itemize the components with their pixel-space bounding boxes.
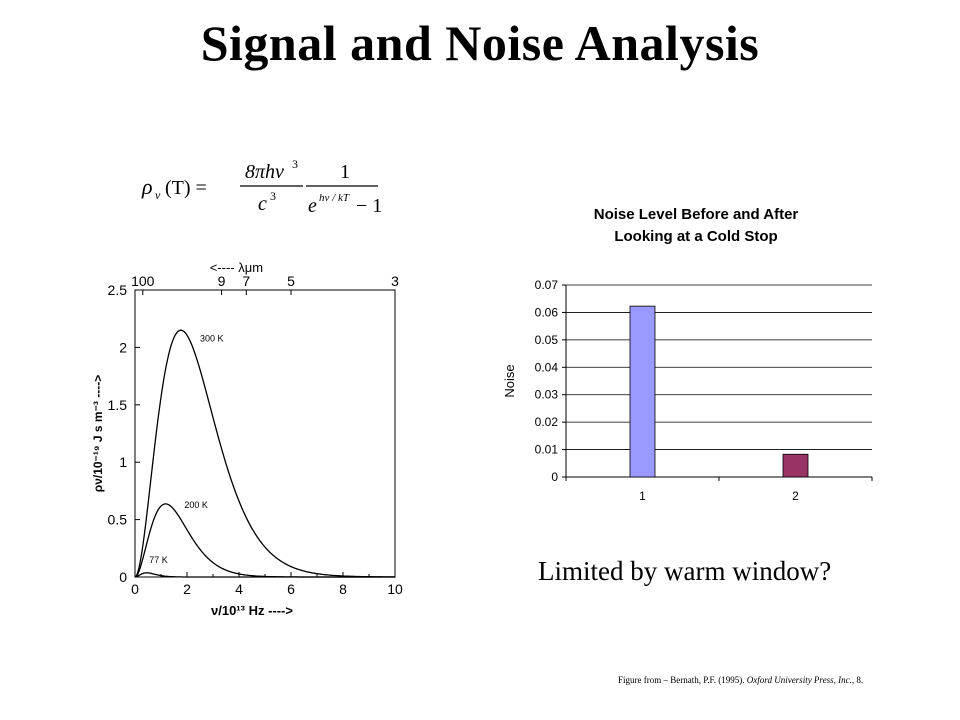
formula-num2: 1: [340, 161, 350, 183]
formula-num1: 8πhν: [245, 161, 284, 183]
blackbody-x-tick-label: 8: [339, 581, 347, 597]
slide-title: Signal and Noise Analysis: [200, 15, 760, 71]
blackbody-chart: <---- λμm ν/10¹³ Hz ----> ρν/10⁻¹⁹ J s m…: [80, 255, 420, 625]
blackbody-y-tick-label: 2: [119, 339, 127, 355]
blackbody-curve-300k: [134, 329, 395, 578]
slide-caption: Limited by warm window?: [538, 556, 832, 586]
noise-x-tick-label: 1: [639, 489, 646, 503]
noise-x-tick-label: 2: [792, 489, 799, 503]
formula-lhs: ρ: [141, 174, 153, 199]
noise-y-tick-label: 0.04: [535, 360, 559, 374]
blackbody-x-tick-label: 10: [387, 581, 403, 597]
noise-y-tick-label: 0.03: [535, 388, 559, 402]
blackbody-y-tick-label: 1: [119, 454, 127, 470]
blackbody-curve-200k: [134, 503, 395, 578]
formula-lhs-arg: (T) =: [165, 177, 207, 199]
noise-y-tick-label: 0: [551, 470, 558, 484]
blackbody-y-axis-label: ρν/10⁻¹⁹ J s m⁻³ ---->: [91, 375, 105, 492]
planck-formula-svg: ρ ν (T) = 8πhν 3 c 3 1 e hν / kT − 1: [141, 157, 382, 217]
blackbody-series-label: 77 K: [149, 555, 168, 565]
blackbody-x-tick-label: 2: [183, 581, 191, 597]
blackbody-chart-svg: <---- λμm ν/10¹³ Hz ----> ρν/10⁻¹⁹ J s m…: [91, 260, 403, 618]
blackbody-series-label: 200 K: [184, 500, 208, 510]
blackbody-top-tick-label: 100: [131, 273, 155, 289]
formula-den2-tail: − 1: [356, 195, 382, 217]
noise-y-tick-label: 0.07: [535, 278, 559, 292]
noise-y-tick-label: 0.05: [535, 333, 559, 347]
noise-bar: [629, 305, 656, 478]
blackbody-x-axis-label: ν/10¹³ Hz ---->: [211, 603, 293, 618]
figure-source-publisher: Oxford University Press, Inc.: [746, 675, 852, 685]
noise-y-tick-label: 0.06: [535, 305, 559, 319]
blackbody-top-tick-label: 9: [218, 273, 226, 289]
blackbody-top-tick-label: 5: [287, 273, 295, 289]
blackbody-curve-77k: [134, 572, 395, 578]
formula-num1-sup: 3: [292, 157, 298, 171]
blackbody-y-tick-label: 1.5: [108, 397, 128, 413]
noise-chart-title-line-1: Noise Level Before and After: [594, 206, 799, 223]
blackbody-top-tick-label: 3: [391, 273, 399, 289]
blackbody-y-tick-label: 0.5: [108, 512, 128, 528]
noise-y-tick-label: 0.02: [535, 415, 559, 429]
formula-den2: e: [308, 195, 317, 217]
noise-y-axis-label: Noise: [502, 364, 517, 397]
formula-lhs-sub: ν: [155, 188, 161, 202]
blackbody-plot-frame: [134, 289, 396, 578]
blackbody-top-tick-label: 7: [242, 273, 250, 289]
blackbody-top-axis-label: <---- λμm: [210, 260, 263, 275]
formula-den1: c: [258, 193, 267, 215]
blackbody-x-tick-label: 4: [235, 581, 243, 597]
blackbody-x-tick-label: 0: [131, 581, 139, 597]
formula-den1-sup: 3: [270, 189, 276, 203]
noise-chart-title-line-2: Looking at a Cold Stop: [614, 228, 777, 245]
blackbody-series-label: 300 K: [200, 334, 224, 344]
figure-source: Figure from – Bernath, P.F. (1995). Oxfo…: [618, 675, 863, 685]
noise-bar-chart: Noise Level Before and After Looking at …: [490, 190, 890, 520]
planck-formula: ρ ν (T) = 8πhν 3 c 3 1 e hν / kT − 1: [140, 152, 390, 222]
blackbody-x-tick-label: 6: [287, 581, 295, 597]
blackbody-y-tick-label: 0: [119, 569, 127, 585]
figure-source-suffix: , 8.: [851, 675, 864, 685]
noise-y-tick-label: 0.01: [535, 443, 559, 457]
formula-den2-sup: hν / kT: [319, 192, 350, 204]
noise-bar-chart-svg: Noise Level Before and After Looking at …: [502, 206, 873, 503]
noise-bar: [782, 453, 809, 478]
figure-source-prefix: Figure from – Bernath, P.F. (1995).: [618, 675, 747, 685]
blackbody-y-tick-label: 2.5: [108, 282, 128, 298]
